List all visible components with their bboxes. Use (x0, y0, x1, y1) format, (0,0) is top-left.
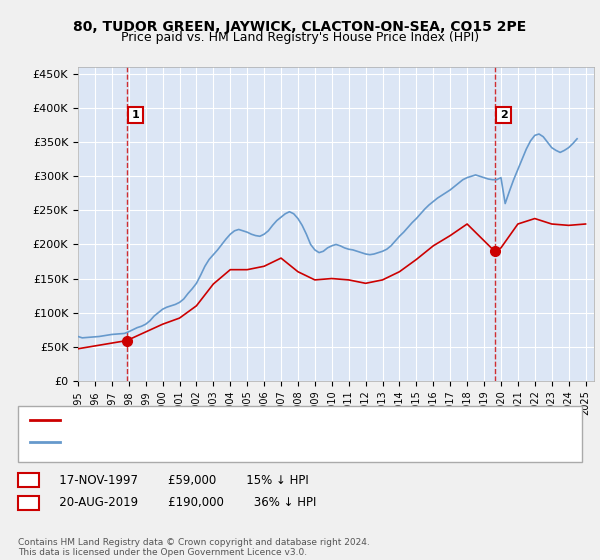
Text: Price paid vs. HM Land Registry's House Price Index (HPI): Price paid vs. HM Land Registry's House … (121, 31, 479, 44)
Text: 1: 1 (132, 110, 140, 120)
Text: 17-NOV-1997        £59,000        15% ↓ HPI: 17-NOV-1997 £59,000 15% ↓ HPI (48, 474, 309, 487)
Text: 80, TUDOR GREEN, JAYWICK, CLACTON-ON-SEA, CO15 2PE (detached house): 80, TUDOR GREEN, JAYWICK, CLACTON-ON-SEA… (66, 415, 465, 425)
Text: 2: 2 (25, 498, 32, 508)
Text: 80, TUDOR GREEN, JAYWICK, CLACTON-ON-SEA, CO15 2PE: 80, TUDOR GREEN, JAYWICK, CLACTON-ON-SEA… (73, 20, 527, 34)
Text: 1: 1 (25, 475, 32, 486)
Text: HPI: Average price, detached house, Tendring: HPI: Average price, detached house, Tend… (66, 437, 304, 447)
Text: Contains HM Land Registry data © Crown copyright and database right 2024.
This d: Contains HM Land Registry data © Crown c… (18, 538, 370, 557)
Text: 2: 2 (500, 110, 508, 120)
Text: 20-AUG-2019        £190,000        36% ↓ HPI: 20-AUG-2019 £190,000 36% ↓ HPI (48, 496, 316, 510)
